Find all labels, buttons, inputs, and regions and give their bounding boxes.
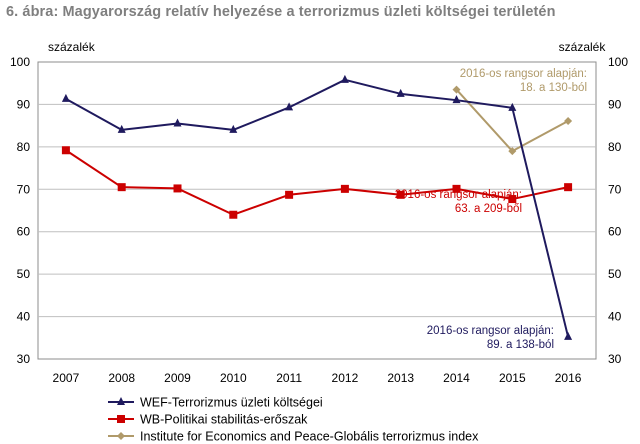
legend-item: WEF-Terrorizmus üzleti költségei <box>108 396 323 410</box>
series-line <box>65 78 570 338</box>
data-point <box>564 116 573 125</box>
data-point <box>564 183 573 192</box>
data-point <box>173 118 182 127</box>
legend-item: Institute for Economics and Peace-Globál… <box>108 430 479 444</box>
data-point <box>452 85 461 94</box>
data-point <box>564 331 573 340</box>
x-tick-label: 2013 <box>387 371 414 385</box>
annotation-line: 89. a 138-ból <box>487 339 554 351</box>
y-tick-label-left: 90 <box>17 97 31 111</box>
y-axis-left: 30 40 50 60 70 80 90 100 <box>10 55 30 366</box>
annotations: 2016-os rangsor alapján:18. a 130-ból201… <box>395 68 587 351</box>
data-point <box>508 102 517 111</box>
x-tick-label: 2010 <box>220 371 247 385</box>
gridlines <box>38 103 596 318</box>
data-point <box>173 184 182 193</box>
legend-item: WB-Politikai stabilitás-erőszak <box>108 413 308 427</box>
plot-border <box>37 61 597 360</box>
annotation-line: 2016-os rangsor alapján: <box>460 68 587 80</box>
series-line <box>455 88 569 153</box>
legend-label: WEF-Terrorizmus üzleti költségei <box>140 396 323 410</box>
data-point <box>285 190 294 199</box>
y-tick-label-left: 70 <box>17 182 31 196</box>
data-point <box>61 146 70 155</box>
legend-marker <box>117 415 125 423</box>
y-tick-label-right: 70 <box>608 182 622 196</box>
annotation-line: 2016-os rangsor alapján: <box>427 325 554 337</box>
legend: WEF-Terrorizmus üzleti költségei WB-Polit… <box>108 396 479 444</box>
x-tick-label: 2015 <box>499 371 526 385</box>
plot-area <box>37 61 597 360</box>
x-axis: 2007 2008 2009 2010 2011 2012 2013 2014 2015 2016 <box>53 371 582 385</box>
y-tick-label-left: 80 <box>17 140 31 154</box>
data-point <box>452 184 461 193</box>
x-tick-label: 2012 <box>332 371 359 385</box>
legend-label: WB-Politikai stabilitás-erőszak <box>140 413 308 427</box>
y-tick-label-right: 40 <box>608 310 622 324</box>
data-point <box>285 102 294 111</box>
legend-marker <box>117 432 125 440</box>
y-unit-right: százalék <box>559 40 607 54</box>
y-tick-label-left: 30 <box>17 352 31 366</box>
y-tick-label-left: 60 <box>17 225 31 239</box>
series <box>61 74 573 340</box>
data-point <box>229 124 238 133</box>
x-tick-label: 2007 <box>53 371 80 385</box>
annotation-line: 63. a 209-ből <box>455 203 522 215</box>
x-tick-label: 2008 <box>108 371 135 385</box>
x-tick-label: 2011 <box>276 371 302 385</box>
legend-marker <box>117 397 125 405</box>
chart-title: 6. ábra: Magyarország relatív helyezése … <box>6 4 556 20</box>
x-tick-label: 2016 <box>555 371 582 385</box>
y-tick-label-right: 50 <box>608 267 622 281</box>
y-tick-label-left: 100 <box>10 55 30 69</box>
data-point <box>396 88 405 97</box>
series-3 <box>452 85 573 156</box>
series-1 <box>61 74 573 340</box>
y-tick-label-right: 60 <box>608 225 622 239</box>
y-unit-left: százalék <box>48 40 96 54</box>
annotation: 2016-os rangsor alapján: 63. a 209-ből <box>395 189 522 215</box>
data-point <box>508 195 517 204</box>
data-point <box>340 184 349 193</box>
y-axis-right: 30 40 50 60 70 80 90 100 <box>608 55 628 366</box>
data-point <box>117 183 126 192</box>
data-point <box>229 210 238 219</box>
series-2 <box>61 146 573 219</box>
series-line <box>65 149 569 216</box>
data-point <box>117 124 126 133</box>
y-tick-label-right: 80 <box>608 140 622 154</box>
y-tick-label-left: 50 <box>17 267 31 281</box>
x-tick-label: 2014 <box>443 371 470 385</box>
data-point <box>61 93 70 102</box>
data-point <box>452 95 461 104</box>
data-point <box>340 74 349 83</box>
annotation: 2016-os rangsor alapján: 89. a 138-ból <box>427 325 554 351</box>
y-tick-label-right: 30 <box>608 352 622 366</box>
data-point <box>396 190 405 199</box>
annotation-line: 2016-os rangsor alapján: <box>395 189 522 201</box>
annotation-line: 18. a 130-ból <box>520 82 587 94</box>
annotation: 2016-os rangsor alapján: 18. a 130-ból <box>460 68 587 94</box>
legend-label: Institute for Economics and Peace-Globál… <box>140 430 479 444</box>
x-tick-label: 2009 <box>164 371 191 385</box>
data-point <box>508 147 517 156</box>
y-tick-label-left: 40 <box>17 310 31 324</box>
y-tick-label-right: 100 <box>608 55 628 69</box>
y-tick-label-right: 90 <box>608 97 622 111</box>
